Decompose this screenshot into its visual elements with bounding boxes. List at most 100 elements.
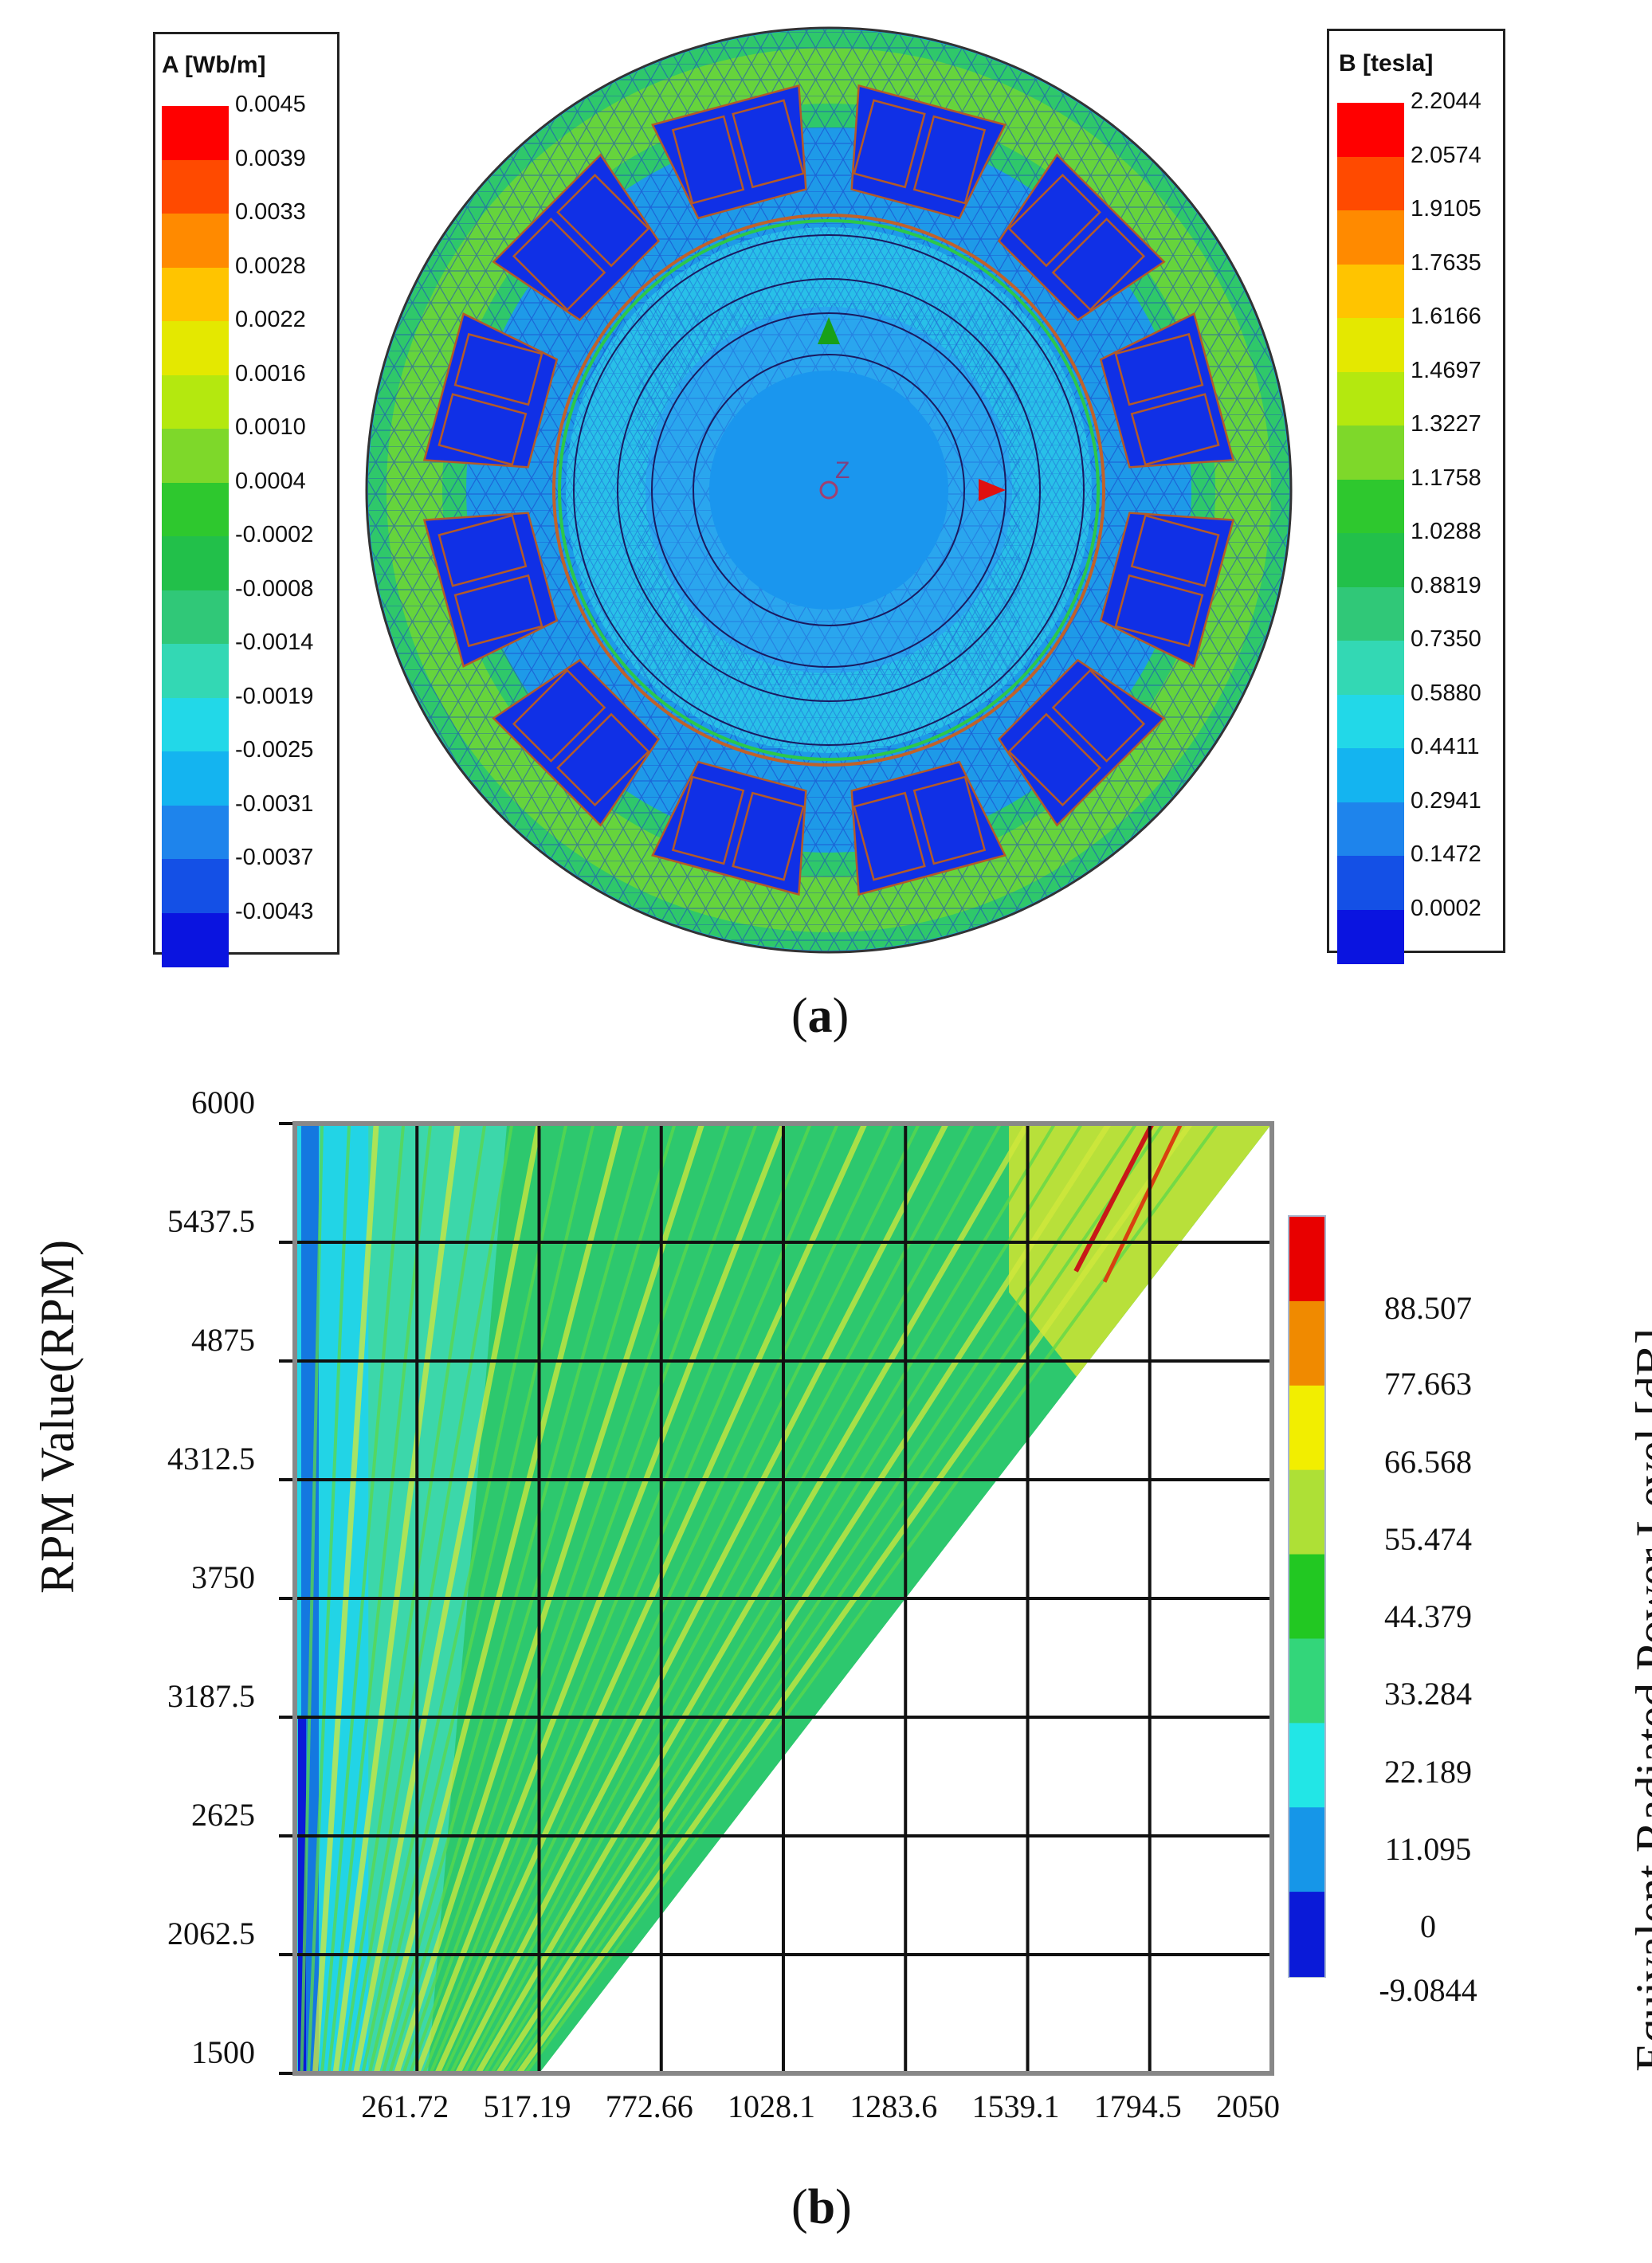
colorbar-segment [1289,1385,1324,1471]
stator-slot [422,512,559,668]
legend-label: 0.0004 [235,468,306,494]
legend-label: 1.3227 [1411,411,1481,437]
legend-swatch [162,536,229,591]
legend-label: 0.4411 [1411,734,1480,759]
colorbar-segment [1289,1638,1324,1724]
legend-swatch [162,644,229,699]
legend-label: 0.7350 [1411,626,1481,652]
legend-label: 0.5880 [1411,680,1481,706]
y-tick-label: 6000 [191,1084,255,1120]
legend-swatch [1337,318,1404,373]
motor-cross-section: Z [365,26,1293,954]
stator-slot [492,658,661,827]
erp-band-min [298,1717,306,2073]
stator-slots [422,84,1235,896]
legend-swatch [162,159,229,214]
legend-label: 1.0288 [1411,519,1481,544]
legend-label: 0.0045 [235,92,306,117]
x-tick-label: 1539.1 [971,2088,1060,2124]
y-tick-label: 5437.5 [167,1203,255,1239]
legend-label: 0.1472 [1411,841,1481,867]
colorbar-segment [1289,1217,1324,1302]
legend-label: 0.0028 [235,253,306,279]
x-tick-label: 1028.1 [727,2088,815,2124]
x-tick-label: 1283.6 [850,2088,938,2124]
legend-label: -0.0043 [235,898,314,924]
y-tick-label: 4312.5 [167,1441,255,1477]
colorbar-tick-label: 0 [1420,1908,1436,1945]
legend-swatch [162,375,229,429]
colorbar-tick-label: 33.284 [1384,1676,1472,1712]
legend-label: 0.2941 [1411,787,1481,814]
caption-letter: a [807,989,833,1043]
legend-swatch [1337,479,1404,534]
legend-label: -0.0037 [235,845,314,870]
legend-label: 0.0002 [1411,895,1481,921]
axis-marker-label: Z [835,457,850,484]
legend-swatch [162,697,229,752]
legend-label: 0.8819 [1411,572,1481,598]
legend-swatch [1337,586,1404,641]
legend-swatch [162,912,229,967]
legend-label: -0.0019 [235,683,314,709]
peak-stripe [1102,1124,1183,1283]
y-tick-label: 3750 [191,1559,255,1595]
legend-label: 0.0039 [235,145,306,171]
legend-swatch [1337,210,1404,265]
stator-slot [422,312,559,469]
legend-label: 1.6166 [1411,304,1481,329]
stator-slot [850,760,1007,896]
legend-label: 1.9105 [1411,196,1481,222]
stator-slot [651,760,807,896]
legend-swatch [162,321,229,376]
colorbar-label: Equivalent Radiated Power Level [dB] [1626,1328,1652,2072]
legend-title: A [Wb/m] [162,52,266,78]
legend-swatch [162,214,229,269]
legend-swatch [162,859,229,914]
legend-label: 0.0022 [235,307,306,332]
colorbar-tick-label: -9.0844 [1379,1972,1477,2008]
colorbar-segment [1289,1807,1324,1893]
legend-label: 0.0033 [235,199,306,225]
legend-label: 1.7635 [1411,249,1481,276]
legend-swatch [162,590,229,645]
legend-title: B [tesla] [1339,50,1434,76]
legend-swatch [162,267,229,322]
caption-b: (b) [791,2180,852,2234]
legend-label: -0.0008 [235,575,314,602]
colorbar-tick-label: 88.507 [1384,1290,1472,1327]
legend-swatch [1337,802,1404,857]
y-tick-label: 4875 [191,1322,255,1358]
legend-swatch [162,429,229,484]
legend-label: -0.0002 [235,522,314,547]
y-tick-label: 3187.5 [167,1678,255,1714]
legend-swatch [1337,264,1404,319]
legend-label: 1.1758 [1411,465,1481,491]
legend-label: -0.0031 [235,790,314,817]
stator-slot [850,84,1007,220]
colorbar-tick-label: 11.095 [1384,1831,1472,1868]
colorbar-tick-label: 55.474 [1384,1520,1472,1557]
legend-swatch [162,751,229,806]
legend-swatch [1337,371,1404,426]
caption-letter: b [807,2180,836,2234]
stator-slot [1099,512,1235,668]
peak-stripe [1073,1124,1155,1273]
y-tick-label: 2625 [191,1797,255,1833]
caption-a: (a) [791,989,850,1043]
legend-swatch [1337,856,1404,911]
y-axis-label: RPM Value(RPM) [31,1240,84,1594]
stator-slot [1099,312,1235,469]
legend-label: -0.0025 [235,737,314,763]
erp-band-high [1009,1124,1272,1377]
colorbar-tick-label: 77.663 [1384,1366,1472,1402]
legend-swatch [1337,641,1404,696]
legend-swatch [1337,694,1404,749]
legend-vector-potential: A [Wb/m] 0.0045 0.0039 0.0033 0.0028 0.0022 0… [153,32,339,967]
plot-frame [292,1121,1274,2076]
x-tick-label: 772.66 [605,2088,693,2124]
legend-flux-density: B [tesla] 2.2044 2.0574 1.9105 1.7635 1.6166… [1327,29,1505,964]
legend-swatch [162,482,229,537]
